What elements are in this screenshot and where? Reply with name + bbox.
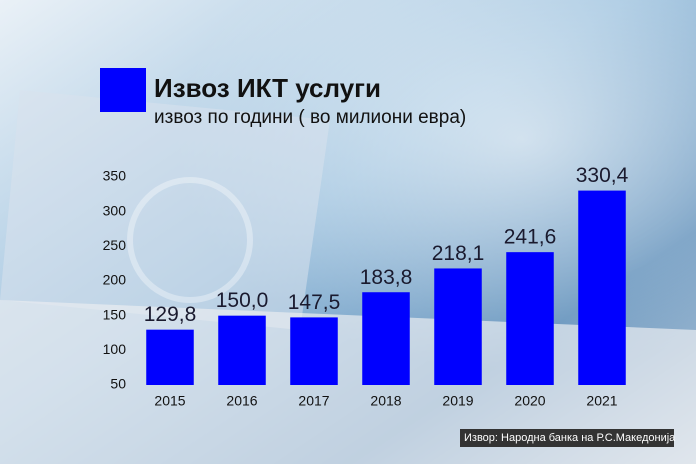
y-tick-label: 200	[103, 272, 127, 288]
value-label: 129,8	[144, 303, 197, 326]
y-tick-label: 300	[103, 202, 127, 218]
y-tick-label: 350	[103, 168, 127, 184]
bar	[218, 315, 266, 385]
y-tick-label: 50	[110, 376, 126, 392]
bar	[290, 317, 338, 385]
value-label: 183,8	[360, 266, 413, 289]
value-label: 147,5	[288, 291, 341, 314]
decor-circle	[127, 177, 253, 303]
source: Извор: Народна банка на Р.С.Македонија	[464, 432, 676, 444]
x-tick-label: 2016	[226, 393, 257, 409]
chart-subtitle: извоз по години ( во милиони евра)	[154, 107, 466, 128]
bar	[362, 292, 410, 385]
bar	[434, 268, 482, 385]
x-tick-label: 2020	[514, 393, 545, 409]
x-tick-label: 2021	[586, 393, 617, 409]
value-label: 330,4	[576, 164, 629, 187]
x-tick-label: 2015	[154, 393, 185, 409]
x-tick-label: 2019	[442, 393, 473, 409]
chart-title: Извоз ИКТ услуги	[154, 73, 381, 103]
title-square	[100, 68, 146, 112]
value-label: 150,0	[216, 289, 269, 312]
bar	[506, 252, 554, 385]
value-label: 218,1	[432, 242, 485, 265]
source-box	[460, 429, 674, 447]
value-label: 241,6	[504, 226, 557, 249]
y-tick-label: 100	[103, 341, 127, 357]
x-tick-label: 2017	[298, 393, 329, 409]
y-tick-label: 250	[103, 237, 127, 253]
x-tick-label: 2018	[370, 393, 401, 409]
bar	[146, 329, 194, 385]
bar	[578, 190, 626, 385]
y-tick-label: 150	[103, 306, 127, 322]
laptop-screen	[0, 90, 330, 330]
